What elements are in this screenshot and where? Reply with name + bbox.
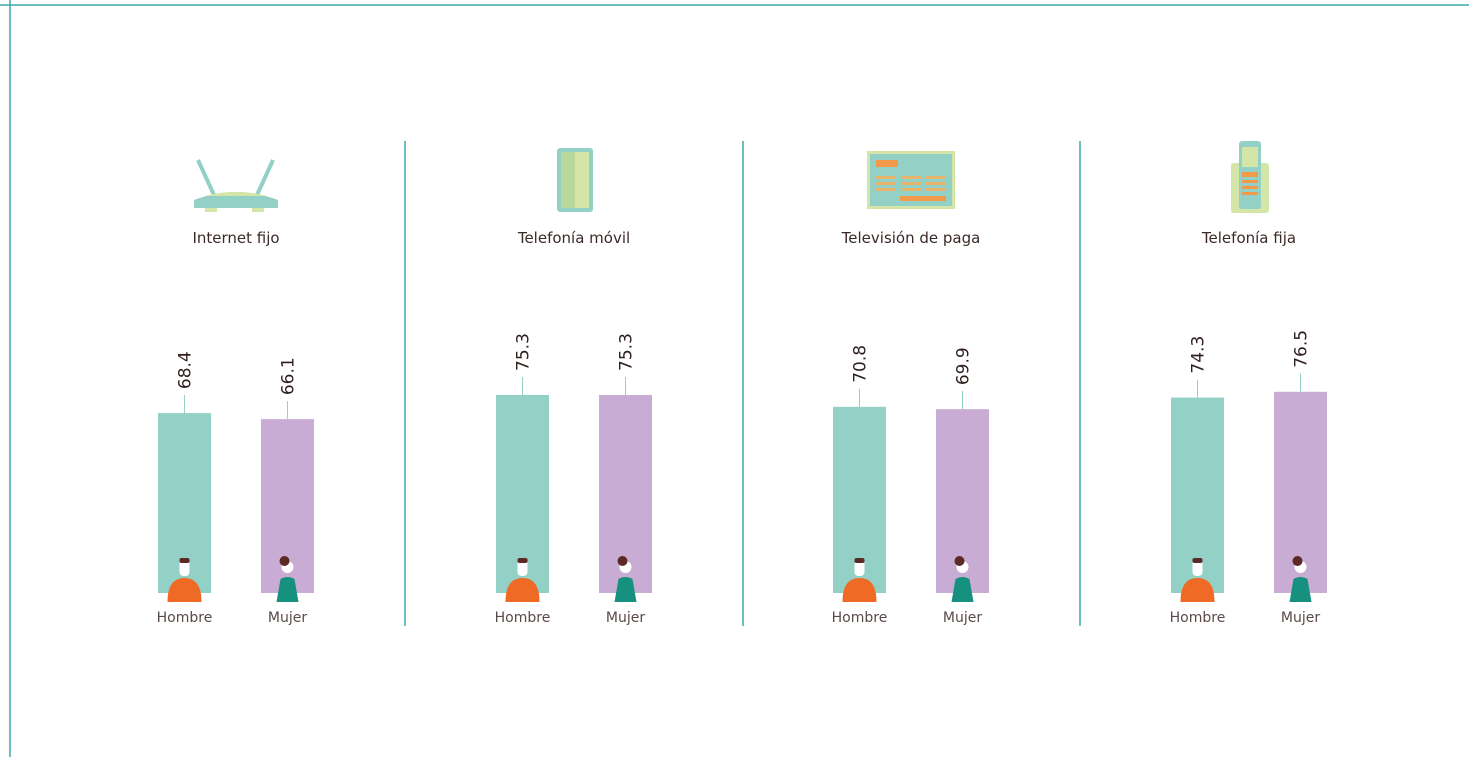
separators — [404, 141, 1081, 626]
value-label: 69.9 — [954, 347, 974, 385]
hair — [179, 558, 190, 563]
panel-title: Telefonía fija — [1201, 229, 1296, 247]
value-label: 75.3 — [617, 333, 637, 371]
value-label: 75.3 — [514, 333, 534, 371]
woman-icon — [614, 556, 637, 602]
panel-title: Televisión de paga — [841, 229, 981, 247]
category-label: Mujer — [943, 610, 982, 626]
category-label: Mujer — [1281, 610, 1320, 626]
category-label: Hombre — [832, 610, 888, 626]
value-label: 68.4 — [176, 351, 196, 389]
head — [517, 560, 528, 576]
woman-icon — [1289, 556, 1312, 602]
head — [1192, 560, 1203, 576]
category-label: Mujer — [268, 610, 307, 626]
woman-icon — [276, 556, 299, 602]
hair — [617, 556, 628, 566]
body — [1289, 577, 1312, 602]
hair — [954, 556, 965, 566]
head — [854, 560, 865, 576]
hair — [854, 558, 865, 563]
body — [505, 578, 540, 602]
body — [842, 578, 877, 602]
body — [276, 577, 299, 602]
landline-icon — [1231, 141, 1269, 213]
body — [951, 577, 974, 602]
body — [1180, 578, 1215, 602]
panel-title: Internet fijo — [192, 229, 279, 247]
hair — [517, 558, 528, 563]
value-label: 76.5 — [1292, 330, 1312, 368]
man-icon — [167, 558, 202, 602]
hair — [1192, 558, 1203, 563]
body — [614, 577, 637, 602]
category-label: Hombre — [495, 610, 551, 626]
hair — [279, 556, 290, 566]
value-label: 66.1 — [279, 357, 299, 395]
man-icon — [842, 558, 877, 602]
panel-title: Telefonía móvil — [517, 229, 630, 247]
category-label: Mujer — [606, 610, 645, 626]
woman-icon — [951, 556, 974, 602]
hair — [1292, 556, 1303, 566]
value-label: 74.3 — [1189, 336, 1209, 374]
body — [167, 578, 202, 602]
man-icon — [1180, 558, 1215, 602]
head — [179, 560, 190, 576]
router-icon — [194, 159, 278, 212]
phone-icon — [557, 148, 593, 212]
tv-icon — [867, 151, 955, 209]
man-icon — [505, 558, 540, 602]
category-label: Hombre — [157, 610, 213, 626]
category-label: Hombre — [1170, 610, 1226, 626]
value-label: 70.8 — [851, 345, 871, 383]
